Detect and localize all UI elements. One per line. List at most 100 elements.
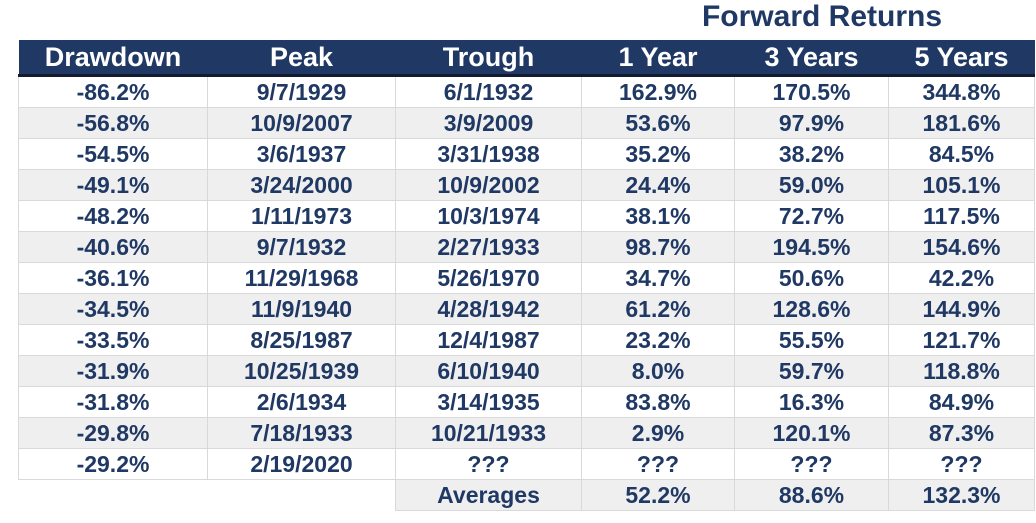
table-row: -31.9% 10/25/1939 6/10/1940 8.0% 59.7% 1… bbox=[18, 355, 1035, 387]
table-row: -40.6% 9/7/1932 2/27/1933 98.7% 194.5% 1… bbox=[18, 231, 1035, 263]
drawdown-cell: -33.5% bbox=[18, 324, 208, 356]
trough-date-cell: 10/21/1933 bbox=[395, 417, 582, 449]
trough-date-cell: 5/26/1970 bbox=[395, 262, 582, 294]
return-3y-cell: 194.5% bbox=[734, 231, 889, 263]
table-row: -31.8% 2/6/1934 3/14/1935 83.8% 16.3% 84… bbox=[18, 386, 1035, 418]
return-3y-cell: 59.0% bbox=[734, 169, 889, 201]
trough-date-cell: ??? bbox=[395, 448, 582, 480]
peak-date-cell: 2/6/1934 bbox=[207, 386, 396, 418]
drawdown-cell: -29.8% bbox=[18, 417, 208, 449]
return-5y-cell: 181.6% bbox=[888, 107, 1035, 139]
trough-date-cell: 3/9/2009 bbox=[395, 107, 582, 139]
trough-date-cell: 4/28/1942 bbox=[395, 293, 582, 325]
drawdown-cell: -40.6% bbox=[18, 231, 208, 263]
drawdown-cell: -29.2% bbox=[18, 448, 208, 480]
averages-row: Averages 52.2% 88.6% 132.3% bbox=[19, 479, 1035, 511]
return-5y-cell: 42.2% bbox=[888, 262, 1035, 294]
trough-date-cell: 10/9/2002 bbox=[395, 169, 582, 201]
trough-date-cell: 3/14/1935 bbox=[395, 386, 582, 418]
blank-cell bbox=[19, 480, 208, 511]
return-3y-cell: 59.7% bbox=[734, 355, 889, 387]
header-cell-5-years: 5 Years bbox=[888, 40, 1035, 77]
table-row: -86.2% 9/7/1929 6/1/1932 162.9% 170.5% 3… bbox=[18, 75, 1035, 108]
return-1y-cell: 2.9% bbox=[581, 417, 735, 449]
forward-returns-title: Forward Returns bbox=[701, 0, 943, 33]
return-5y-cell: 144.9% bbox=[888, 293, 1035, 325]
return-3y-cell: 38.2% bbox=[734, 138, 889, 170]
peak-date-cell: 10/9/2007 bbox=[207, 107, 396, 139]
return-3y-cell: 128.6% bbox=[734, 293, 889, 325]
trough-date-cell: 3/31/1938 bbox=[395, 138, 582, 170]
average-1y-cell: 52.2% bbox=[581, 479, 735, 511]
return-1y-cell: 34.7% bbox=[581, 262, 735, 294]
header-cell-peak: Peak bbox=[207, 40, 396, 77]
table-row: -29.8% 7/18/1933 10/21/1933 2.9% 120.1% … bbox=[18, 417, 1035, 449]
return-1y-cell: 35.2% bbox=[581, 138, 735, 170]
drawdown-cell: -36.1% bbox=[18, 262, 208, 294]
peak-date-cell: 1/11/1973 bbox=[207, 200, 396, 232]
return-1y-cell: 61.2% bbox=[581, 293, 735, 325]
peak-date-cell: 8/25/1987 bbox=[207, 324, 396, 356]
return-5y-cell: 84.9% bbox=[888, 386, 1035, 418]
return-1y-cell: 38.1% bbox=[581, 200, 735, 232]
return-1y-cell: 24.4% bbox=[581, 169, 735, 201]
return-3y-cell: 50.6% bbox=[734, 262, 889, 294]
drawdown-cell: -31.9% bbox=[18, 355, 208, 387]
return-1y-cell: 83.8% bbox=[581, 386, 735, 418]
return-5y-cell: 105.1% bbox=[888, 169, 1035, 201]
drawdown-cell: -34.5% bbox=[18, 293, 208, 325]
return-1y-cell: ??? bbox=[581, 448, 735, 480]
trough-date-cell: 6/1/1932 bbox=[395, 75, 582, 108]
drawdown-cell: -56.8% bbox=[18, 107, 208, 139]
peak-date-cell: 3/6/1937 bbox=[207, 138, 396, 170]
return-3y-cell: 120.1% bbox=[734, 417, 889, 449]
return-5y-cell: 344.8% bbox=[888, 75, 1035, 108]
peak-date-cell: 11/29/1968 bbox=[207, 262, 396, 294]
peak-date-cell: 9/7/1929 bbox=[207, 75, 396, 108]
drawdown-cell: -31.8% bbox=[18, 386, 208, 418]
trough-date-cell: 2/27/1933 bbox=[395, 231, 582, 263]
average-3y-cell: 88.6% bbox=[734, 479, 889, 511]
drawdown-cell: -54.5% bbox=[18, 138, 208, 170]
table-row: -34.5% 11/9/1940 4/28/1942 61.2% 128.6% … bbox=[18, 293, 1035, 325]
table-row: -49.1% 3/24/2000 10/9/2002 24.4% 59.0% 1… bbox=[18, 169, 1035, 201]
return-3y-cell: 16.3% bbox=[734, 386, 889, 418]
return-5y-cell: 117.5% bbox=[888, 200, 1035, 232]
return-1y-cell: 53.6% bbox=[581, 107, 735, 139]
averages-label-cell: Averages bbox=[395, 479, 582, 511]
return-3y-cell: 170.5% bbox=[734, 75, 889, 108]
blank-cell bbox=[208, 480, 396, 511]
peak-date-cell: 10/25/1939 bbox=[207, 355, 396, 387]
table-row: -56.8% 10/9/2007 3/9/2009 53.6% 97.9% 18… bbox=[18, 107, 1035, 139]
return-3y-cell: 72.7% bbox=[734, 200, 889, 232]
peak-date-cell: 7/18/1933 bbox=[207, 417, 396, 449]
drawdown-table: Drawdown Peak Trough 1 Year 3 Years 5 Ye… bbox=[18, 40, 1035, 511]
return-5y-cell: 121.7% bbox=[888, 324, 1035, 356]
drawdown-cell: -49.1% bbox=[18, 169, 208, 201]
return-3y-cell: 55.5% bbox=[734, 324, 889, 356]
header-row: Drawdown Peak Trough 1 Year 3 Years 5 Ye… bbox=[18, 40, 1035, 77]
header-cell-1-year: 1 Year bbox=[581, 40, 735, 77]
peak-date-cell: 3/24/2000 bbox=[207, 169, 396, 201]
drawdown-cell: -86.2% bbox=[18, 75, 208, 108]
trough-date-cell: 10/3/1974 bbox=[395, 200, 582, 232]
table-row: -48.2% 1/11/1973 10/3/1974 38.1% 72.7% 1… bbox=[18, 200, 1035, 232]
drawdown-cell: -48.2% bbox=[18, 200, 208, 232]
return-1y-cell: 23.2% bbox=[581, 324, 735, 356]
average-5y-cell: 132.3% bbox=[888, 479, 1035, 511]
return-3y-cell: ??? bbox=[734, 448, 889, 480]
return-5y-cell: 154.6% bbox=[888, 231, 1035, 263]
return-5y-cell: ??? bbox=[888, 448, 1035, 480]
trough-date-cell: 6/10/1940 bbox=[395, 355, 582, 387]
peak-date-cell: 2/19/2020 bbox=[207, 448, 396, 480]
return-1y-cell: 162.9% bbox=[581, 75, 735, 108]
return-5y-cell: 84.5% bbox=[888, 138, 1035, 170]
return-1y-cell: 98.7% bbox=[581, 231, 735, 263]
return-1y-cell: 8.0% bbox=[581, 355, 735, 387]
header-cell-trough: Trough bbox=[395, 40, 582, 77]
table-row: -29.2% 2/19/2020 ??? ??? ??? ??? bbox=[18, 448, 1035, 480]
peak-date-cell: 9/7/1932 bbox=[207, 231, 396, 263]
return-5y-cell: 87.3% bbox=[888, 417, 1035, 449]
header-cell-drawdown: Drawdown bbox=[18, 40, 208, 77]
